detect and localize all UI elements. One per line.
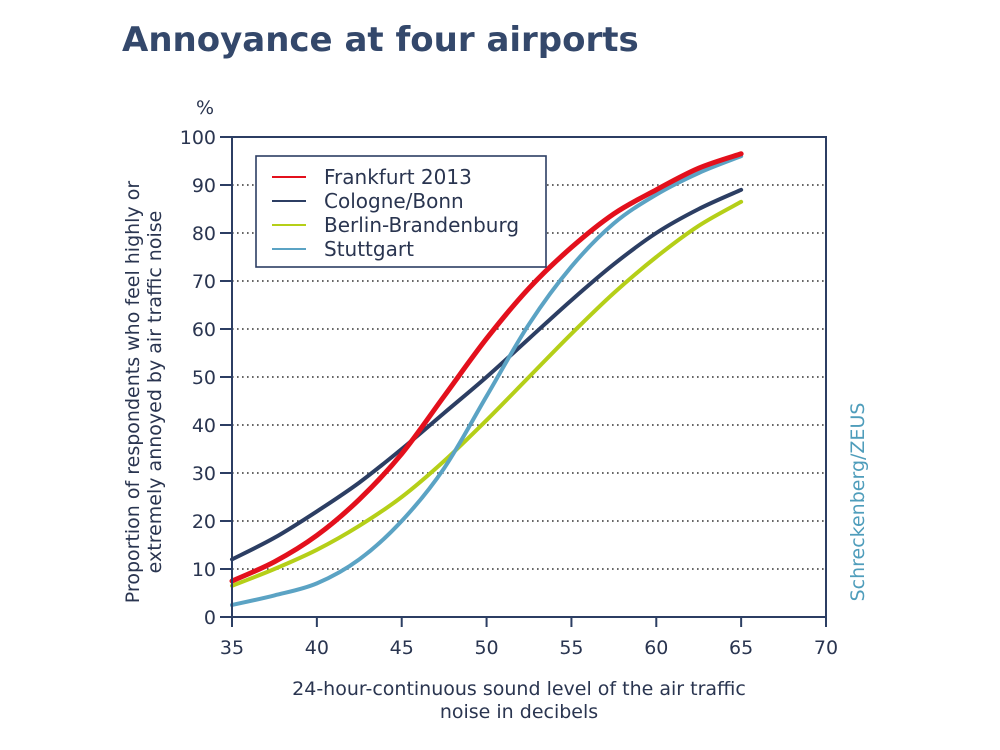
x-axis-ticks: 35 40 45 50 55 60 65 70 bbox=[220, 617, 838, 659]
legend: Frankfurt 2013Cologne/BonnBerlin-Branden… bbox=[255, 155, 547, 268]
y-tick-label-20: 20 bbox=[192, 511, 216, 533]
y-tick-label-50: 50 bbox=[192, 367, 216, 389]
y-axis-title-line-1: Proportion of respondents who feel highl… bbox=[122, 181, 144, 604]
y-tick-label-80: 80 bbox=[192, 223, 216, 245]
x-tick-label-40: 40 bbox=[305, 637, 329, 659]
y-tick-label-60: 60 bbox=[192, 319, 216, 341]
series-line-stuttgart bbox=[230, 154, 744, 607]
legend-label-berlin-brandenburg: Berlin-Brandenburg bbox=[324, 213, 519, 237]
x-tick-label-60: 60 bbox=[644, 637, 668, 659]
chart-title: Annoyance at four airports bbox=[122, 20, 639, 60]
legend-label-frankfurt-2013: Frankfurt 2013 bbox=[324, 165, 472, 189]
series-line-cologne-bonn bbox=[230, 187, 744, 562]
y-tick-label-70: 70 bbox=[192, 271, 216, 293]
series-line-berlin-brandenburg bbox=[230, 199, 744, 588]
y-tick-label-40: 40 bbox=[192, 415, 216, 437]
y-tick-label-10: 10 bbox=[192, 559, 216, 581]
x-tick-label-70: 70 bbox=[814, 637, 838, 659]
y-axis-unit: % bbox=[196, 97, 214, 119]
x-tick-label-65: 65 bbox=[729, 637, 753, 659]
x-tick-label-45: 45 bbox=[390, 637, 414, 659]
y-tick-label-30: 30 bbox=[192, 463, 216, 485]
y-tick-label-100: 100 bbox=[180, 127, 216, 149]
x-tick-label-50: 50 bbox=[474, 637, 498, 659]
x-tick-label-55: 55 bbox=[559, 637, 583, 659]
x-tick-label-35: 35 bbox=[220, 637, 244, 659]
source-credit: Schreckenberg/ZEUS bbox=[847, 403, 869, 602]
y-tick-label-0: 0 bbox=[204, 607, 216, 629]
series-group bbox=[229, 151, 744, 607]
y-axis-title: Proportion of respondents who feel highl… bbox=[122, 181, 166, 604]
y-tick-label-90: 90 bbox=[192, 175, 216, 197]
x-axis-title-line-2: noise in decibels bbox=[440, 701, 598, 723]
series-line-frankfurt-2013 bbox=[229, 151, 744, 584]
x-axis-title: 24-hour-continuous sound level of the ai… bbox=[292, 678, 746, 723]
y-axis-ticks: 0 10 20 30 40 50 60 70 80 90 100 bbox=[180, 127, 232, 629]
legend-label-cologne-bonn: Cologne/Bonn bbox=[324, 189, 464, 213]
y-axis-title-line-2: extremely annoyed by air traffic noise bbox=[144, 211, 166, 574]
legend-label-stuttgart: Stuttgart bbox=[324, 237, 414, 261]
grid-lines bbox=[232, 184, 826, 570]
x-axis-title-line-1: 24-hour-continuous sound level of the ai… bbox=[292, 678, 746, 700]
